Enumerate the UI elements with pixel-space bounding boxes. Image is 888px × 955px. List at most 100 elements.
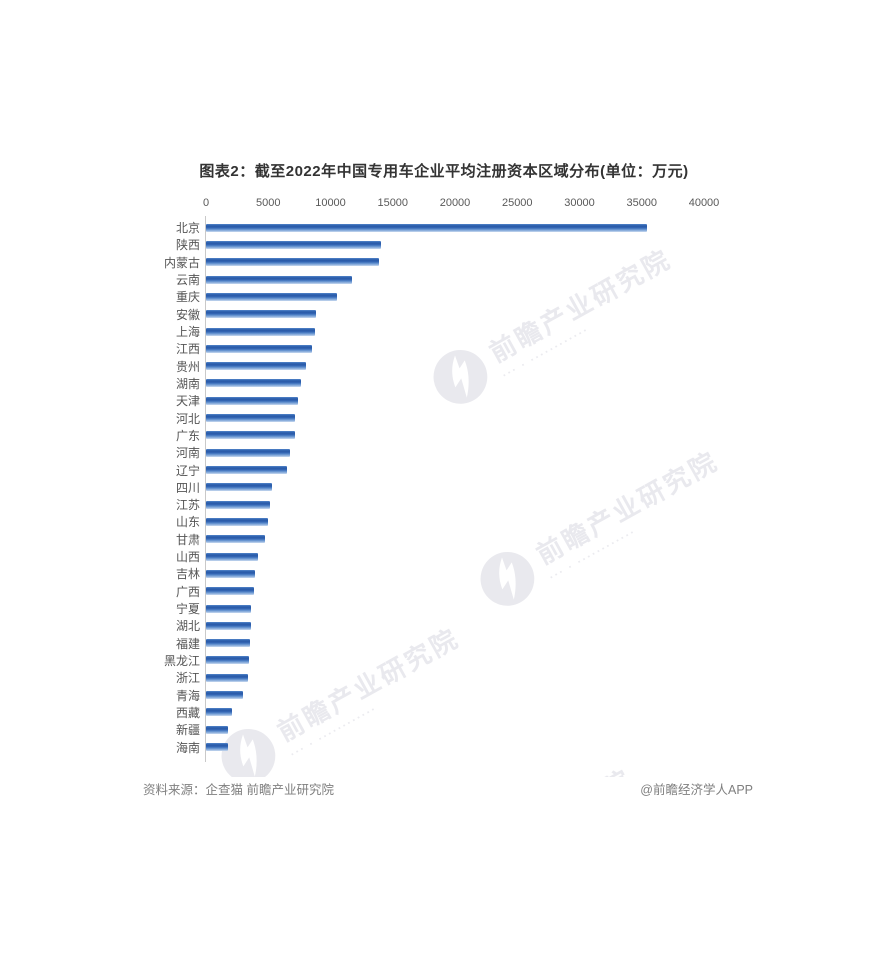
chart-row: 云南 bbox=[124, 271, 709, 288]
bar-track bbox=[206, 617, 704, 634]
chart-row: 四川 bbox=[124, 479, 709, 496]
chart-row: 西藏 bbox=[124, 704, 709, 721]
x-axis-tick-label: 0 bbox=[202, 197, 210, 209]
bar bbox=[206, 656, 250, 665]
category-label: 贵州 bbox=[175, 359, 200, 374]
category-label: 新疆 bbox=[175, 723, 200, 738]
bar bbox=[206, 673, 249, 682]
bar-track bbox=[206, 323, 704, 340]
chart-title: 图表2：截至2022年中国专用车企业平均注册资本区域分布(单位：万元) bbox=[199, 163, 689, 180]
bar bbox=[206, 604, 252, 613]
bar bbox=[206, 587, 255, 596]
y-axis-line bbox=[205, 216, 206, 762]
bar bbox=[206, 292, 337, 301]
x-axis-tick-label: 40000 bbox=[688, 197, 720, 209]
x-axis-tick-label: 15000 bbox=[377, 197, 409, 209]
bar bbox=[206, 240, 381, 249]
bar-track bbox=[206, 444, 704, 461]
bar bbox=[206, 344, 312, 353]
chart-row: 山东 bbox=[124, 513, 709, 530]
bar bbox=[206, 396, 298, 405]
chart-row: 湖南 bbox=[124, 375, 709, 392]
bar-track bbox=[206, 513, 704, 530]
bar bbox=[206, 223, 647, 232]
chart-row: 陕西 bbox=[124, 236, 709, 253]
bar-track bbox=[206, 704, 704, 721]
bar-track bbox=[206, 531, 704, 548]
chart-row: 福建 bbox=[124, 635, 709, 652]
category-label: 天津 bbox=[175, 394, 200, 409]
category-label: 云南 bbox=[175, 273, 200, 288]
chart-row: 河北 bbox=[124, 409, 709, 426]
chart-row: 河南 bbox=[124, 444, 709, 461]
chart-row: 青海 bbox=[124, 686, 709, 703]
chart-row: 重庆 bbox=[124, 288, 709, 305]
chart-row: 山西 bbox=[124, 548, 709, 565]
bar-track bbox=[206, 600, 704, 617]
category-label: 山东 bbox=[175, 515, 200, 530]
chart-row: 吉林 bbox=[124, 565, 709, 582]
bar-track bbox=[206, 219, 704, 236]
chart-row: 贵州 bbox=[124, 358, 709, 375]
bar-track bbox=[206, 583, 704, 600]
bar-chart: 北京 陕西 内蒙古 云南 重庆 安徽 上海 江西 贵州 湖南 天津 河北 广东 河南 辽宁 四川 江苏 山东 甘肃山… bbox=[124, 219, 709, 756]
bar-track bbox=[206, 686, 704, 703]
category-label: 内蒙古 bbox=[163, 255, 200, 270]
x-axis-tick-label: 25000 bbox=[501, 197, 533, 209]
category-label: 上海 bbox=[175, 325, 200, 340]
bar bbox=[206, 639, 250, 648]
chart-row: 北京 bbox=[124, 219, 709, 236]
watermark-text: 前瞻产业研究院 bbox=[443, 759, 638, 777]
chart-row: 安徽 bbox=[124, 306, 709, 323]
bar-track bbox=[206, 236, 704, 253]
category-label: 山西 bbox=[175, 550, 200, 565]
chart-row: 内蒙古 bbox=[124, 254, 709, 271]
bar-track bbox=[206, 427, 704, 444]
category-label: 四川 bbox=[175, 480, 200, 495]
category-label: 重庆 bbox=[175, 290, 200, 305]
source-note: 资料来源：企查猫 前瞻产业研究院 bbox=[143, 783, 334, 797]
category-label: 广东 bbox=[175, 428, 200, 443]
bar bbox=[206, 621, 251, 630]
category-label: 浙江 bbox=[175, 671, 200, 686]
bar-track bbox=[206, 669, 704, 686]
bar bbox=[206, 431, 296, 440]
chart-row: 广西 bbox=[124, 583, 709, 600]
x-axis-tick-label: 10000 bbox=[315, 197, 346, 209]
credit-note: @前瞻经济学人APP bbox=[640, 783, 753, 797]
bar bbox=[206, 466, 288, 475]
bar bbox=[206, 327, 315, 336]
x-axis-tick-label: 5000 bbox=[256, 197, 281, 209]
category-label: 广西 bbox=[175, 584, 200, 599]
chart-row: 新疆 bbox=[124, 721, 709, 738]
bar bbox=[206, 414, 296, 423]
bar bbox=[206, 535, 265, 544]
bar-track bbox=[206, 652, 704, 669]
category-label: 宁夏 bbox=[175, 602, 200, 617]
bar-track bbox=[206, 461, 704, 478]
bar bbox=[206, 483, 273, 492]
bar-track bbox=[206, 479, 704, 496]
bar bbox=[206, 500, 270, 509]
bar-track bbox=[206, 375, 704, 392]
chart-row: 宁夏 bbox=[124, 600, 709, 617]
bar-track bbox=[206, 254, 704, 271]
category-label: 湖南 bbox=[175, 376, 200, 391]
chart-row: 浙江 bbox=[124, 669, 709, 686]
category-label: 西藏 bbox=[175, 705, 200, 720]
chart-row: 湖北 bbox=[124, 617, 709, 634]
chart-row: 海南 bbox=[124, 738, 709, 755]
chart-row: 天津 bbox=[124, 392, 709, 409]
x-axis: 0 5000 10000 15000 20000 25000 30000 35000 40000 bbox=[202, 197, 719, 211]
category-label: 江西 bbox=[175, 342, 200, 357]
bar-track bbox=[206, 340, 704, 357]
bar bbox=[206, 725, 229, 734]
bar-track bbox=[206, 565, 704, 582]
category-label: 湖北 bbox=[175, 619, 200, 634]
bar bbox=[206, 310, 316, 319]
bar-track bbox=[206, 496, 704, 513]
bar bbox=[206, 552, 258, 561]
category-label: 陕西 bbox=[175, 238, 200, 253]
x-axis-tick-label: 35000 bbox=[626, 197, 658, 209]
